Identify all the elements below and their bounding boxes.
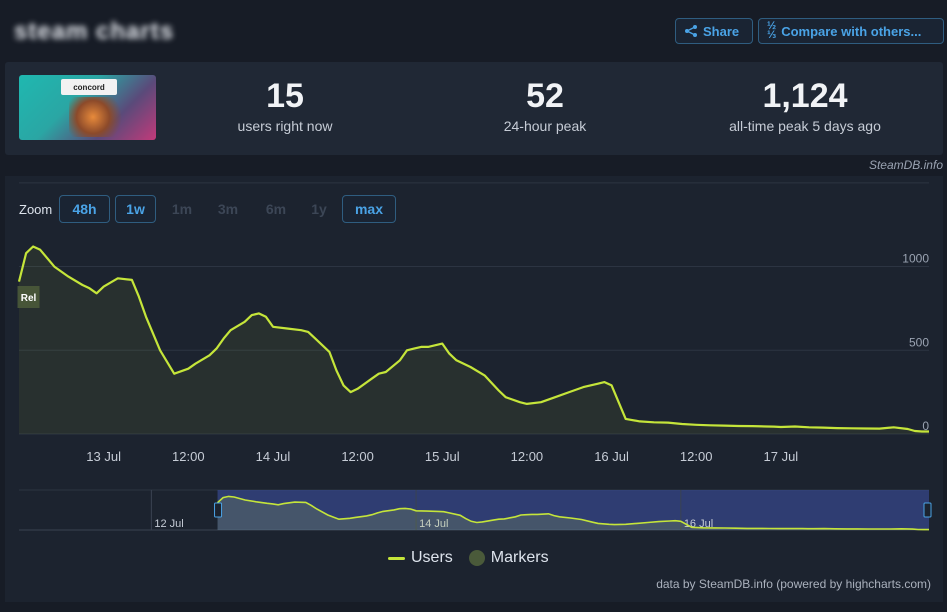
y-tick-label: 0 (922, 419, 929, 433)
footer-credit[interactable]: data by SteamDB.info (powered by highcha… (656, 577, 931, 591)
stat-24h-peak: 52 24-hour peak (465, 76, 625, 134)
chart-panel: 0 500 1000 13 Jul 12:00 14 Jul 12:00 15 Jul 12:0… (5, 176, 943, 602)
zoom-48h-button[interactable]: 48h (59, 195, 110, 223)
stat-value: 1,124 (762, 77, 848, 115)
navigator-tick-label: 14 Jul (419, 518, 448, 530)
x-tick-label: 15 Jul (425, 449, 460, 464)
zoom-6m-button[interactable]: 6m (265, 201, 287, 217)
x-tick-label: 12:00 (680, 449, 713, 464)
game-art (69, 97, 129, 137)
navigator-selection (217, 490, 929, 530)
legend-line-swatch (388, 556, 405, 560)
x-tick-label: 13 Jul (86, 449, 121, 464)
x-tick-label: 14 Jul (256, 449, 291, 464)
stat-label: 24-hour peak (503, 118, 587, 134)
game-logo: concord (61, 79, 117, 95)
chart-svg[interactable]: 0 500 1000 13 Jul 12:00 14 Jul 12:00 15 Jul 12:0… (5, 176, 943, 602)
site-credit[interactable]: SteamDB.info (868, 158, 943, 172)
game-thumbnail[interactable]: concord (19, 75, 156, 140)
users-line (17, 245, 929, 433)
release-marker-label: Rel (21, 293, 37, 304)
navigator-tick-label: 12 Jul (154, 518, 183, 530)
release-marker (17, 286, 40, 308)
app-title[interactable]: steam charts (14, 18, 175, 45)
stat-value: 15 (266, 77, 304, 115)
chart-legend: Users Markers (388, 549, 549, 567)
navigator-left-handle[interactable] (214, 502, 223, 518)
x-tick-label: 17 Jul (764, 449, 799, 464)
navigator-line (216, 495, 929, 531)
share-button[interactable]: Share (675, 18, 753, 44)
x-tick-label: 16 Jul (594, 449, 629, 464)
legend-dot-swatch (468, 550, 485, 566)
stat-current-users: 15 users right now (205, 76, 365, 134)
x-tick-label: 12:00 (511, 449, 544, 464)
zoom-max-button[interactable]: max (342, 195, 396, 223)
share-label: Share (703, 23, 740, 39)
zoom-3m-button[interactable]: 3m (217, 201, 239, 217)
y-tick-label: 1000 (902, 252, 929, 266)
x-tick-label: 12:00 (341, 449, 374, 464)
stat-value: 52 (526, 77, 564, 115)
legend-markers-label: Markers (490, 549, 549, 566)
stat-label[interactable]: all-time peak 5 days ago (729, 118, 881, 134)
navigator-area (217, 496, 929, 530)
zoom-1m-button[interactable]: 1m (171, 201, 193, 217)
stat-all-time-peak: 1,124 all-time peak 5 days ago (695, 76, 915, 134)
stats-panel: concord 15 users right now 52 24-hour pe… (5, 62, 943, 155)
legend-users-label: Users (411, 549, 453, 566)
y-tick-label: 500 (909, 335, 929, 349)
users-area (19, 246, 929, 434)
zoom-1w-button[interactable]: 1w (115, 195, 156, 223)
legend-users[interactable]: Users (388, 549, 453, 567)
x-tick-label: 12:00 (172, 449, 205, 464)
legend-markers[interactable]: Markers (468, 549, 549, 567)
zoom-label: Zoom (19, 202, 53, 217)
stat-label: users right now (237, 118, 333, 134)
compare-label: Compare with others... (781, 23, 922, 39)
navigator-right-handle[interactable] (923, 502, 932, 518)
zoom-1y-button[interactable]: 1y (311, 201, 327, 217)
share-icon (685, 25, 697, 37)
